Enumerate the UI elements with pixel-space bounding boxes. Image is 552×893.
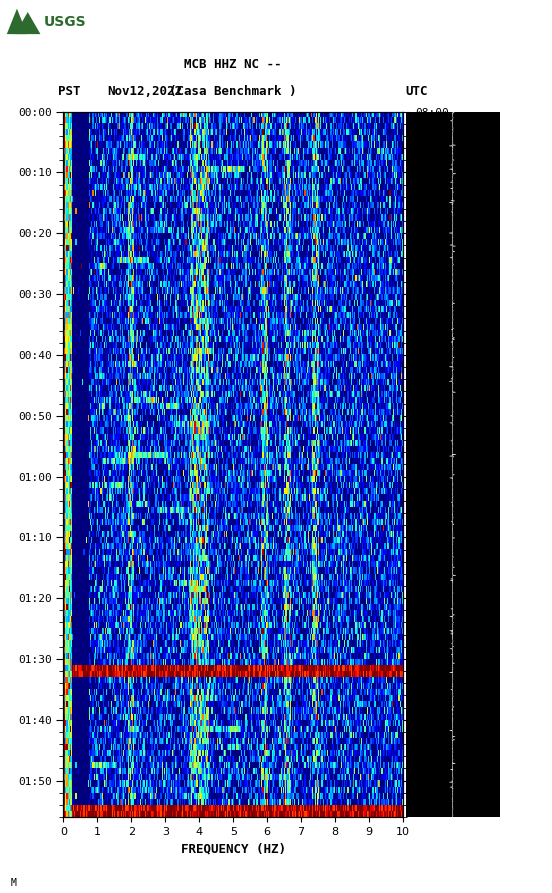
Polygon shape xyxy=(15,13,40,34)
Text: PST: PST xyxy=(58,85,81,98)
Text: Nov12,2022: Nov12,2022 xyxy=(108,85,183,98)
Text: MCB HHZ NC --: MCB HHZ NC -- xyxy=(184,58,282,71)
Text: (Casa Benchmark ): (Casa Benchmark ) xyxy=(169,85,297,98)
X-axis label: FREQUENCY (HZ): FREQUENCY (HZ) xyxy=(181,842,286,855)
Text: UTC: UTC xyxy=(406,85,428,98)
Text: USGS: USGS xyxy=(44,15,86,29)
Polygon shape xyxy=(7,9,27,34)
Text: Μ: Μ xyxy=(11,878,17,888)
